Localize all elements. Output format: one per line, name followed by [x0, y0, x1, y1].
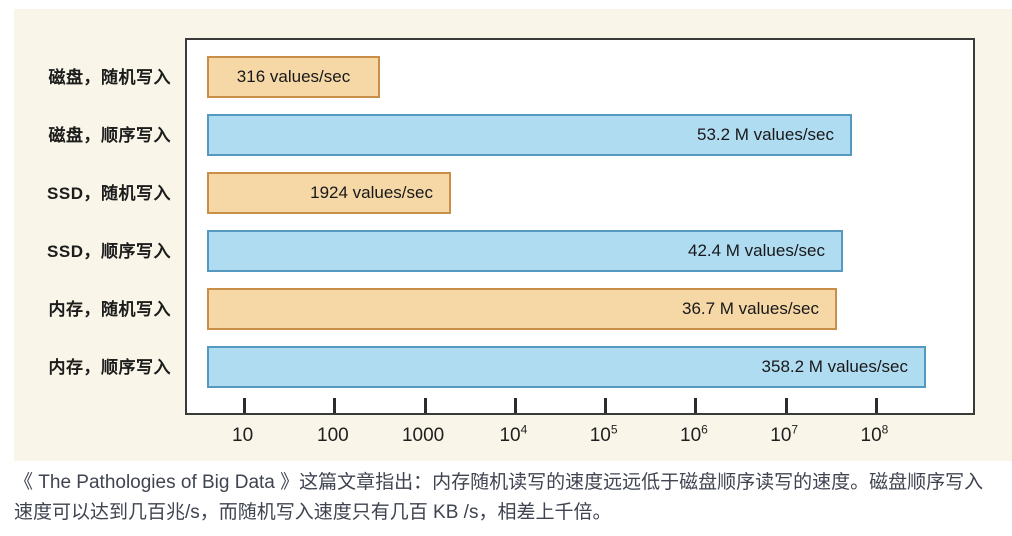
axis-tick-mark — [784, 398, 788, 413]
axis-tick-mark — [423, 398, 427, 413]
bar-value-label: 1924 values/sec — [310, 183, 433, 202]
bar-blue: 42.4 M values/sec — [207, 230, 843, 272]
row-label: 磁盘，顺序写入 — [48, 125, 171, 145]
row-label: 内存，顺序写入 — [48, 357, 171, 377]
bar-blue: 53.2 M values/sec — [207, 114, 852, 156]
bar-value-label: 358.2 M values/sec — [761, 357, 908, 376]
category-labels: 磁盘，随机写入 磁盘，顺序写入 SSD，随机写入 SSD，顺序写入 内存，随机写入 内存，… — [14, 38, 171, 415]
row-label: 磁盘，随机写入 — [48, 67, 171, 87]
axis-tick-label: 104 — [499, 422, 528, 446]
bar-value-label: 53.2 M values/sec — [696, 125, 834, 144]
axis-tick-mark — [333, 398, 337, 413]
bar-orange: 316 values/sec — [207, 56, 380, 98]
axis-tick-mark — [694, 398, 698, 413]
row-label: 内存，随机写入 — [48, 299, 171, 319]
bar-value-label: 42.4 M values/sec — [687, 241, 825, 260]
bar-blue: 358.2 M values/sec — [207, 346, 926, 388]
row-label: SSD，随机写入 — [47, 183, 171, 203]
axis-tick-label: 10 — [232, 425, 254, 446]
row-label: SSD，顺序写入 — [47, 241, 171, 261]
figure-caption: 《 The Pathologies of Big Data 》这篇文章指出：内存… — [14, 472, 984, 523]
axis-tick-mark — [243, 398, 247, 413]
axis-tick-label: 107 — [770, 422, 799, 446]
bar-orange: 1924 values/sec — [207, 172, 451, 214]
plot-area: 316 values/sec 53.2 M values/sec 1924 valu… — [185, 38, 975, 415]
axis-tick-label: 1000 — [401, 425, 445, 446]
bar-value-label: 316 values/sec — [236, 67, 351, 86]
bar-value-label: 36.7 M values/sec — [681, 299, 819, 318]
axis-tick-mark — [874, 398, 878, 413]
x-axis: 10 100 1000 104 105 106 107 108 — [185, 419, 975, 459]
axis-tick-mark — [604, 398, 608, 413]
chart-figure: 磁盘，随机写入 磁盘，顺序写入 SSD，随机写入 SSD，顺序写入 内存，随机写入 内存，… — [14, 9, 1012, 461]
axis-tick-label: 100 — [317, 425, 349, 446]
bar-orange: 36.7 M values/sec — [207, 288, 837, 330]
axis-tick-mark — [513, 398, 517, 413]
axis-tick-label: 106 — [680, 422, 708, 446]
axis-tick-label: 105 — [589, 422, 618, 446]
axis-tick-label: 108 — [860, 422, 889, 446]
